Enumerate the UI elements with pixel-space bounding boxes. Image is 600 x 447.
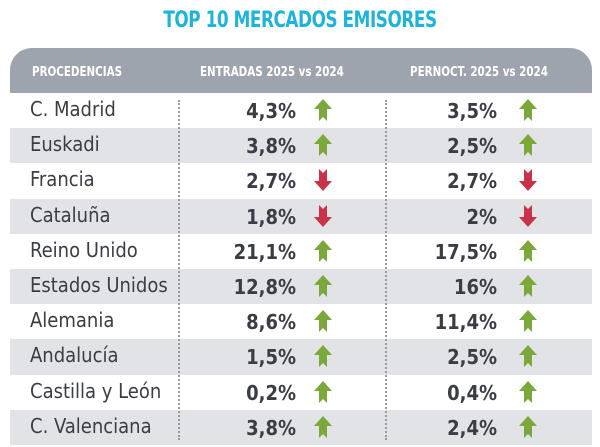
market-name: Castilla y León [30, 378, 162, 403]
market-name: Andalucía [30, 343, 119, 368]
arrow-down-icon [519, 169, 537, 192]
pernoct-value: 2,4% [447, 415, 497, 440]
table-row: Castilla y León 0,2% 0,4% [10, 375, 592, 410]
entradas-value: 12,8% [233, 274, 296, 299]
market-name: C. Madrid [30, 97, 116, 121]
arrow-up-icon [314, 239, 332, 262]
table-row: C. Valenciana 3,8% 2,4% [10, 409, 592, 445]
column-divider [385, 100, 387, 440]
market-name: Euskadi [30, 132, 100, 157]
arrow-down-icon [519, 204, 537, 227]
arrow-up-icon [314, 415, 332, 438]
entradas-value: 4,3% [246, 99, 296, 123]
page-title: TOP 10 MERCADOS EMISORES [163, 8, 437, 33]
table-header: PROCEDENCIAS ENTRADAS 2025 vs 2024 PERNO… [10, 48, 592, 93]
arrow-up-icon [314, 134, 332, 157]
entradas-value: 21,1% [233, 239, 296, 264]
arrow-up-icon [314, 99, 332, 121]
table-row: C. Madrid 4,3% 3,5% [10, 93, 592, 128]
arrow-up-icon [519, 380, 537, 403]
market-name: Cataluña [30, 202, 111, 227]
arrow-up-icon [519, 310, 537, 333]
header-procedencias: PROCEDENCIAS [32, 64, 123, 80]
table-row: Andalucía 1,5% 2,5% [10, 339, 592, 375]
entradas-value: 8,6% [246, 310, 296, 335]
pernoct-value: 17,5% [434, 239, 497, 264]
market-name: Alemania [30, 308, 115, 333]
market-name: Estados Unidos [30, 272, 168, 297]
arrow-up-icon [519, 415, 537, 438]
markets-table: PROCEDENCIAS ENTRADAS 2025 vs 2024 PERNO… [10, 48, 592, 445]
column-divider [178, 100, 180, 440]
pernoct-value: 2,7% [447, 169, 497, 194]
arrow-down-icon [314, 169, 332, 192]
entradas-value: 2,7% [246, 169, 296, 194]
market-name: Reino Unido [30, 237, 138, 262]
table-row: Estados Unidos 12,8% 16% [10, 268, 592, 305]
entradas-value: 1,5% [246, 345, 296, 370]
pernoct-value: 11,4% [434, 310, 497, 335]
table-row: Cataluña 1,8% 2% [10, 198, 592, 234]
entradas-value: 0,2% [246, 380, 296, 405]
entradas-value: 3,8% [246, 415, 296, 440]
table-row: Francia 2,7% 2,7% [10, 163, 592, 198]
arrow-up-icon [519, 239, 537, 262]
arrow-up-icon [519, 274, 537, 297]
entradas-value: 1,8% [246, 204, 296, 229]
arrow-up-icon [314, 274, 332, 297]
arrow-up-icon [519, 99, 537, 121]
arrow-up-icon [519, 134, 537, 157]
table-row: Reino Unido 21,1% 17,5% [10, 234, 592, 269]
pernoct-value: 2,5% [447, 134, 497, 159]
arrow-up-icon [314, 380, 332, 403]
header-pernoct: PERNOCT. 2025 vs 2024 [410, 64, 548, 80]
arrow-up-icon [314, 310, 332, 333]
pernoct-value: 3,5% [447, 99, 497, 123]
arrow-down-icon [314, 204, 332, 227]
table-row: Euskadi 3,8% 2,5% [10, 128, 592, 164]
header-entradas: ENTRADAS 2025 vs 2024 [200, 64, 344, 80]
market-name: Francia [30, 167, 95, 192]
pernoct-value: 2% [466, 204, 497, 229]
arrow-up-icon [519, 345, 537, 368]
entradas-value: 3,8% [246, 134, 296, 159]
pernoct-value: 16% [453, 274, 497, 299]
table-row: Alemania 8,6% 11,4% [10, 304, 592, 339]
pernoct-value: 0,4% [447, 380, 497, 405]
pernoct-value: 2,5% [447, 345, 497, 370]
arrow-up-icon [314, 345, 332, 368]
market-name: C. Valenciana [30, 413, 152, 438]
